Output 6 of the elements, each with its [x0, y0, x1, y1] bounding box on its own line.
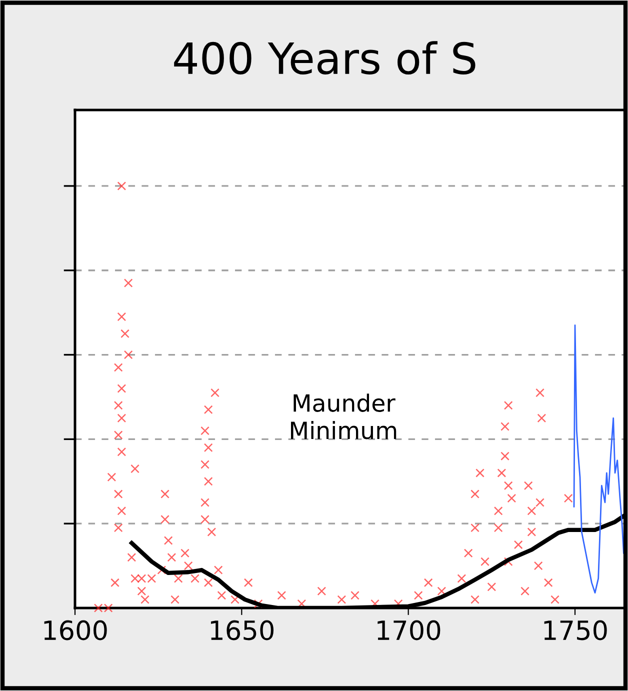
annotation: Maunder Minimum: [291, 394, 396, 440]
x-tick-label: 1700: [378, 620, 440, 640]
x-tick-label: 1650: [210, 620, 274, 640]
x-tick-label: 1600: [44, 620, 107, 640]
x-tick-label: 1750: [544, 620, 607, 640]
chart-title: 400 Years of S: [174, 41, 476, 74]
